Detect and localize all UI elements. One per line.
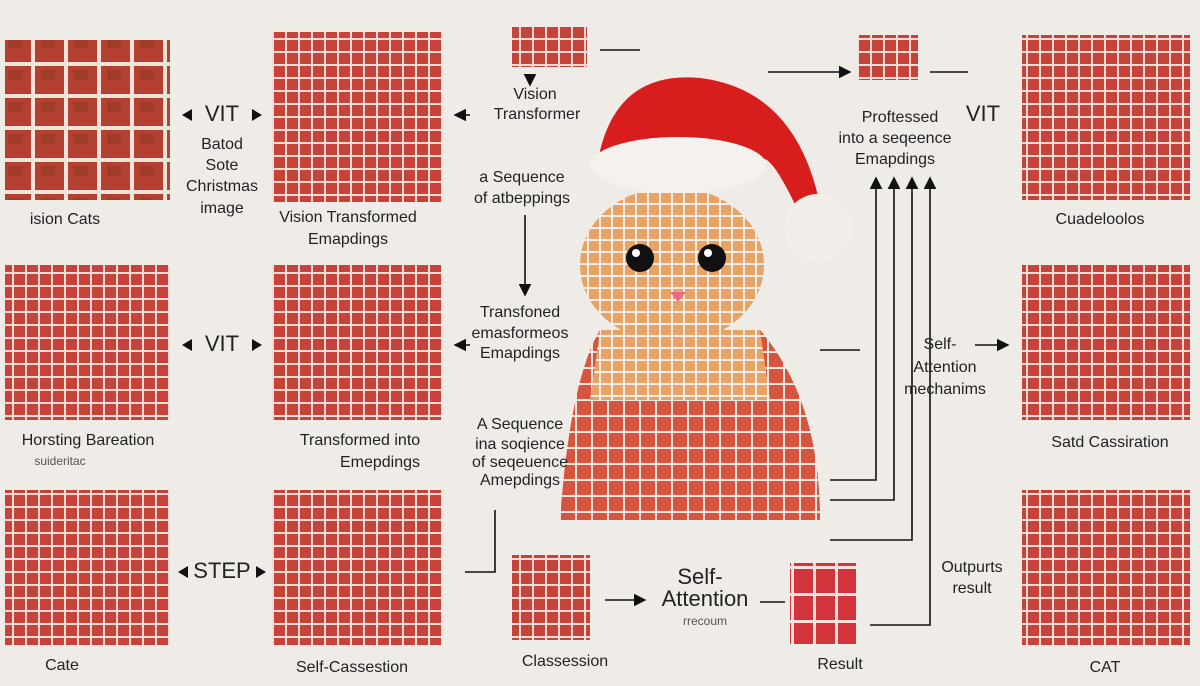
- cat-head: [580, 187, 764, 343]
- label: Self-: [677, 564, 722, 589]
- connectors: [178, 49, 1010, 626]
- arrowhead: [182, 109, 192, 121]
- caption: Horsting Bareation: [22, 432, 155, 449]
- caption: Self-Cassestion: [296, 659, 408, 676]
- caption: Transformed into: [300, 432, 420, 449]
- label: A Sequence: [477, 416, 563, 433]
- label: rrecoum: [683, 614, 727, 628]
- label: Emapdings: [855, 151, 935, 168]
- label: VIT: [966, 101, 1000, 126]
- caption: ision Cats: [30, 211, 100, 228]
- arrowhead: [182, 339, 192, 351]
- cat: [560, 77, 852, 520]
- label: Amepdings: [480, 472, 560, 489]
- connector: [830, 176, 901, 501]
- labels: ision Cats Batod Sote Christmas image Ho…: [22, 86, 1169, 676]
- label: Vision: [513, 86, 556, 103]
- label: Transformer: [494, 106, 581, 123]
- cat-eye: [626, 244, 654, 272]
- cat-chest: [590, 330, 770, 400]
- note: Christmas: [186, 178, 258, 195]
- eye-highlight: [704, 249, 712, 257]
- patch-grid: [858, 35, 918, 80]
- label: Outpurts: [941, 559, 1002, 576]
- patch-grid: [272, 32, 442, 202]
- caption: Result: [817, 656, 863, 673]
- label: Attention: [662, 586, 749, 611]
- label: of atbeppings: [474, 190, 570, 207]
- label: result: [952, 580, 992, 597]
- label: Transfoned: [480, 304, 560, 321]
- connector: [870, 176, 937, 626]
- patch-grid: [512, 555, 590, 640]
- arrow-label: VIT: [205, 331, 239, 356]
- patch-grid: [512, 27, 587, 67]
- label: of seqeuence: [472, 454, 568, 471]
- note: image: [200, 200, 244, 217]
- note: Batod: [201, 136, 243, 153]
- label: Attention: [913, 359, 976, 376]
- patch-grid: [5, 490, 170, 645]
- arrowhead: [252, 339, 262, 351]
- patch-grid: [1022, 490, 1190, 645]
- connector: [830, 176, 883, 481]
- label: ina soqience: [475, 436, 565, 453]
- cat-eye: [698, 244, 726, 272]
- label: Proftessed: [862, 109, 938, 126]
- patch-grid: [5, 265, 170, 420]
- caption: Vision Transformed: [279, 209, 417, 226]
- eye-highlight: [632, 249, 640, 257]
- label: Emapdings: [480, 345, 560, 362]
- caption: Classession: [522, 653, 608, 670]
- label: a Sequence: [479, 169, 565, 186]
- cat-nose: [670, 292, 686, 302]
- arrow-label: VIT: [205, 101, 239, 126]
- hat-band: [590, 137, 766, 193]
- patch-grid: [272, 490, 442, 645]
- patch-grid: [1022, 35, 1190, 200]
- label: into a seqeence: [839, 130, 952, 147]
- caption: Emepdings: [340, 454, 420, 471]
- note: Sote: [206, 157, 239, 174]
- connector: [830, 176, 919, 541]
- caption: suideritac: [34, 454, 85, 468]
- label: Self-: [924, 336, 957, 353]
- hat-pompom: [784, 194, 852, 262]
- arrow-label: STEP: [193, 558, 250, 583]
- result-grid: [790, 563, 856, 644]
- label: mechanims: [904, 381, 986, 398]
- caption: Cuadeloolos: [1056, 211, 1145, 228]
- patch-grid: [5, 40, 170, 200]
- arrowhead: [178, 566, 188, 578]
- connector: [465, 510, 496, 573]
- label: emasformeos: [472, 325, 569, 342]
- patch-grid: [1022, 265, 1190, 420]
- caption: Satd Cassiration: [1051, 434, 1168, 451]
- patch-grid: [272, 265, 442, 420]
- grids: [5, 27, 1190, 645]
- arrowhead: [252, 109, 262, 121]
- caption: CAT: [1090, 659, 1121, 676]
- caption: Emapdings: [308, 231, 388, 248]
- arrowhead: [256, 566, 266, 578]
- caption: Cate: [45, 657, 79, 674]
